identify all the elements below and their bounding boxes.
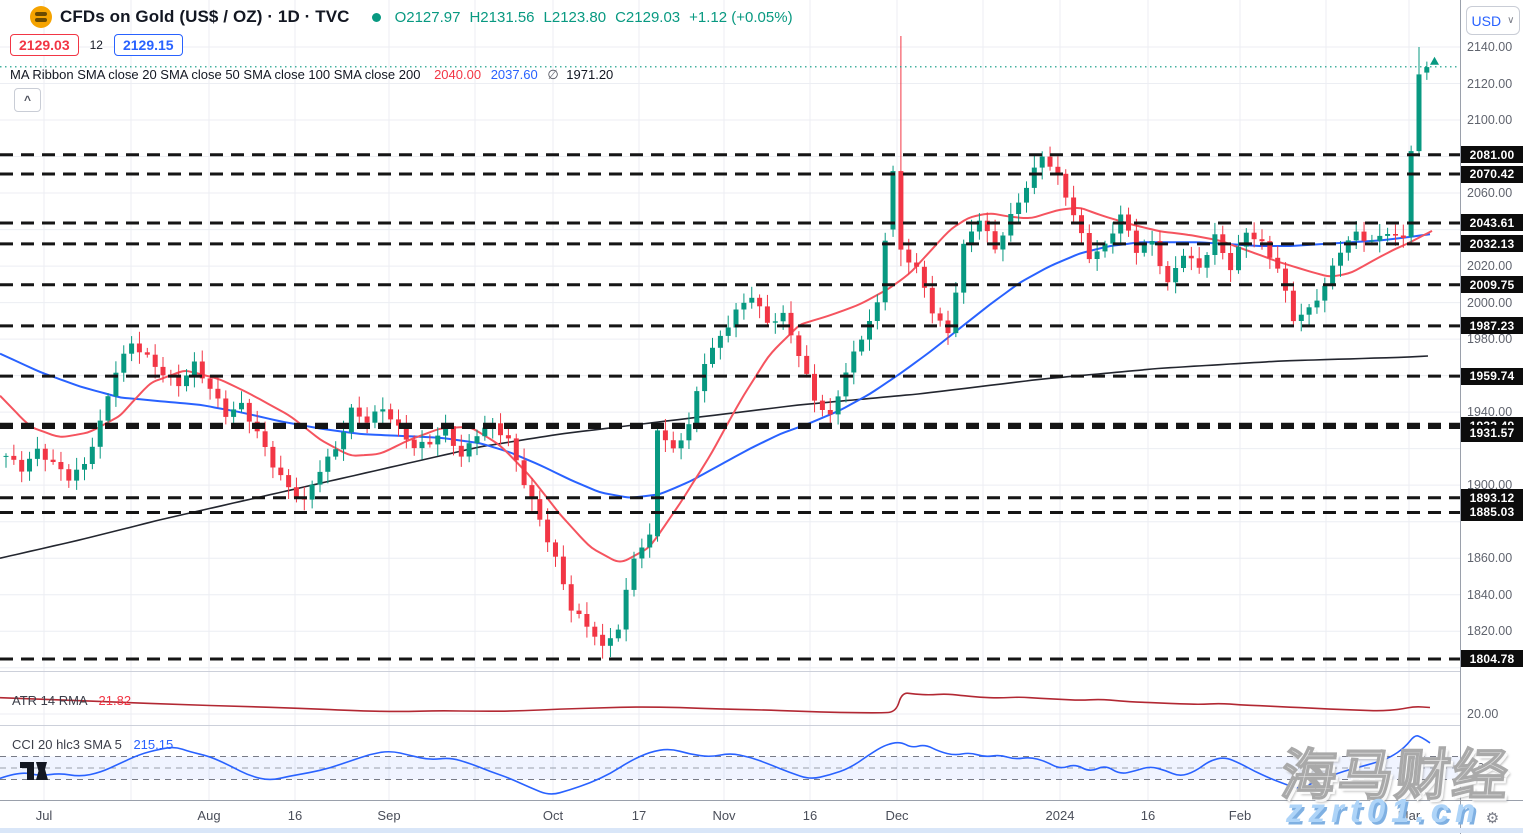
time-axis-label: 17 [631,808,647,823]
open-value: O2127.97 [394,8,461,26]
watermark-site: zzrt01.cn [1286,792,1482,829]
ma-ribbon-label: MA Ribbon SMA close 20 SMA close 50 SMA … [10,67,421,82]
change-value: +1.12 (+0.05%) [689,8,793,26]
sma100-value: ∅ [547,67,559,82]
bottom-accent-bar [0,828,1523,833]
time-axis-label: Nov [712,808,736,823]
time-axis-label: Feb [1228,808,1252,823]
sma200-value: 1971.20 [566,67,614,82]
price-tick: 2000.00 [1467,295,1513,310]
cci-legend[interactable]: CCI 20 hlc3 SMA 5 215.15 [12,737,173,752]
price-level-label: 2043.61 [1461,214,1523,232]
atr-value: 21.82 [98,693,132,708]
chevron-up-icon: ^ [23,93,31,107]
market-status-icon[interactable] [371,12,381,22]
currency-label: USD [1471,12,1502,29]
price-level-label: 1885.03 [1461,503,1523,521]
sma20-value: 2040.00 [434,67,482,82]
price-level-label: 1959.74 [1461,367,1523,385]
time-axis-label: Jul [35,808,53,823]
price-tick: 1820.00 [1467,624,1513,639]
low-value: L2123.80 [543,8,607,26]
price-tick: 1980.00 [1467,332,1513,347]
chevron-down-icon: ∨ [1507,15,1515,26]
price-tick: 1900.00 [1467,478,1513,493]
sell-price-button[interactable]: 2129.03 [10,34,79,56]
buy-price-button[interactable]: 2129.15 [113,34,183,56]
gear-icon: ⚙ [1485,809,1500,827]
price-tick: 1860.00 [1467,551,1513,566]
price-tick: 2100.00 [1467,113,1513,128]
price-tick: 1940.00 [1467,405,1513,420]
high-value: H2131.56 [469,8,535,26]
cci-value: 215.15 [133,737,174,752]
price-tick: 2120.00 [1467,76,1513,91]
price-level-label: 2081.00 [1461,146,1523,164]
time-axis-label: 16 [1140,808,1156,823]
indicator-tick: 20.00 [1467,707,1499,721]
price-level-label: 1893.12 [1461,489,1523,507]
price-level-label: 1931.57 [1461,424,1523,442]
ohlc-values: O2127.97 H2131.56 L2123.80 C2129.03 +1.1… [395,9,793,26]
close-value: C2129.03 [615,8,681,26]
cci-label: CCI 20 hlc3 SMA 5 [12,737,122,752]
time-axis-label: Mar [1397,808,1421,823]
time-axis-label: 16 [802,808,818,823]
price-level-label: 2009.75 [1461,276,1523,294]
ma-ribbon-legend[interactable]: MA Ribbon SMA close 20 SMA close 50 SMA … [10,67,613,83]
price-level-label: 2032.13 [1461,235,1523,253]
sma50-value: 2037.60 [490,67,538,82]
price-tick: 1840.00 [1467,587,1513,602]
time-axis-label: Aug [197,808,221,823]
price-level-label: 1804.78 [1461,650,1523,668]
time-axis-label: Sep [377,808,401,823]
spread-value: 12 [89,38,103,52]
price-level-label: 2070.42 [1461,165,1523,183]
price-tick: 2020.00 [1467,259,1513,274]
atr-legend[interactable]: ATR 14 RMA 21.82 [12,693,131,708]
time-axis-label: Oct [542,808,564,823]
tradingview-logo-icon[interactable] [20,758,54,784]
price-tick: 2140.00 [1467,40,1513,54]
price-level-label: 1987.23 [1461,317,1523,335]
price-axis[interactable]: USD ∨ 2140.00 2120.00 2100.00 2060.00 2020.0… [1460,0,1523,800]
symbol-gold-icon [30,6,52,28]
time-axis-label: Dec [885,808,909,823]
atr-label: ATR 14 RMA [12,693,87,708]
last-price-arrow-icon [1430,56,1439,65]
symbol-title[interactable]: CFDs on Gold (US$ / OZ) · 1D · TVC [60,7,350,26]
indicator-tick: 0.00 [1467,761,1492,775]
time-axis-label: 16 [287,808,303,823]
currency-toggle-button[interactable]: USD ∨ [1466,6,1520,35]
time-axis-label: 2024 [1045,808,1075,823]
price-tick: 2060.00 [1467,186,1513,201]
collapse-legend-button[interactable]: ^ [14,88,41,112]
